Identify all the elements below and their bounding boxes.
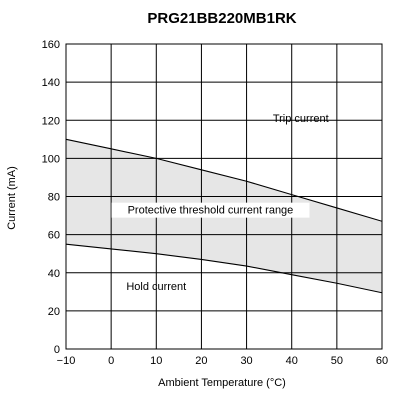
chart-title: PRG21BB220MB1RK: [147, 10, 296, 27]
x-tick-label: 60: [376, 355, 388, 367]
x-tick-label: 10: [150, 355, 162, 367]
hold-current-label: Hold current: [126, 281, 186, 293]
y-tick-label: 80: [48, 192, 60, 204]
protective-range-label: Protective threshold current range: [128, 205, 294, 217]
y-tick-label: 20: [48, 306, 60, 318]
y-tick-label: 100: [42, 153, 60, 165]
y-tick-label: 40: [48, 268, 60, 280]
x-tick-label: 30: [240, 355, 252, 367]
x-tick-label: 50: [331, 355, 343, 367]
y-tick-label: 120: [42, 115, 60, 127]
trip-current-label: Trip current: [273, 113, 329, 125]
plot-frame: [65, 43, 383, 350]
x-tick-label: 0: [108, 355, 114, 367]
x-tick-label: −10: [57, 355, 76, 367]
trip-current-line: [65, 138, 383, 222]
y-axis-label: Current (mA): [6, 166, 18, 230]
plot-area: −10 0 10 20 30 40 50 60020406080100120140160Tri…: [42, 39, 388, 367]
x-axis-label: Ambient Temperature (°C): [158, 377, 286, 389]
range-label-background: [111, 202, 310, 218]
x-tick-label: 20: [195, 355, 207, 367]
y-tick-label: 140: [42, 77, 60, 89]
y-tick-label: 160: [42, 39, 60, 51]
y-tick-label: 0: [54, 344, 60, 356]
hold-current-line: [65, 243, 383, 294]
y-tick-label: 60: [48, 230, 60, 242]
x-tick-label: 40: [286, 355, 298, 367]
